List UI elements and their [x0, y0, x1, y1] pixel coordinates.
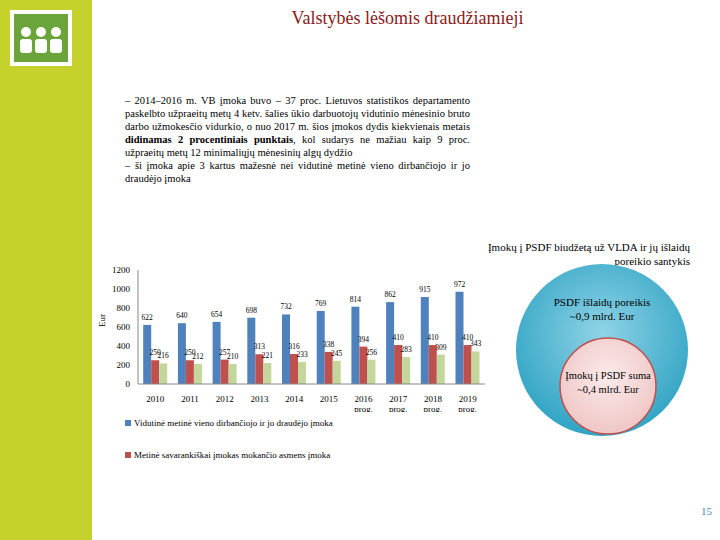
html-text:didinamas 2 procentiniais punk: didinamas 2 procentiniais punktais, kol … [125, 134, 470, 158]
svg-text:257: 257 [219, 347, 231, 357]
svg-text:283: 283 [400, 345, 412, 354]
svg-text:1000: 1000 [112, 284, 131, 294]
svg-text:200: 200 [117, 360, 131, 370]
svg-text:698: 698 [246, 306, 258, 315]
svg-text:732: 732 [280, 302, 292, 311]
svg-text:2019prog.: 2019prog. [458, 394, 477, 412]
svg-text:316: 316 [288, 342, 300, 351]
svg-text:862: 862 [384, 290, 396, 299]
svg-text:2014: 2014 [285, 394, 304, 404]
svg-text:0: 0 [126, 379, 131, 389]
svg-text:210: 210 [227, 352, 239, 361]
html-text:Valstybės lėšomis draudžiamiej: Valstybės lėšomis draudžiamieji [291, 8, 524, 28]
svg-text:309: 309 [435, 343, 447, 352]
svg-text:640: 640 [176, 311, 188, 320]
svg-text:~0,4 mlrd. Eur: ~0,4 mlrd. Eur [577, 384, 639, 395]
svg-text:622: 622 [142, 313, 154, 322]
svg-text:216: 216 [158, 351, 170, 360]
svg-text:~0,9 mlrd. Eur: ~0,9 mlrd. Eur [570, 310, 635, 322]
svg-text:2012: 2012 [216, 394, 234, 404]
svg-text:1200: 1200 [112, 265, 131, 275]
svg-text:250: 250 [149, 348, 161, 358]
svg-text:2011: 2011 [181, 394, 199, 404]
html-text:– ši įmoka apie 3 kartus mažes: – ši įmoka apie 3 kartus mažesnė nei vid… [125, 160, 470, 184]
svg-text:972: 972 [454, 280, 466, 289]
svg-text:2017prog.: 2017prog. [389, 394, 408, 412]
svg-text:2016prog.: 2016prog. [354, 394, 373, 412]
html-text:– 2014–2016 m. VB įmoka buvo –: – 2014–2016 m. VB įmoka buvo – 37 proc. … [125, 95, 470, 132]
svg-text:343: 343 [470, 339, 482, 348]
svg-text:2015: 2015 [320, 394, 339, 404]
svg-text:410: 410 [461, 333, 474, 342]
svg-text:769: 769 [315, 299, 327, 308]
html-text:15: 15 [701, 505, 712, 517]
svg-text:338: 338 [323, 340, 335, 349]
svg-text:PSDF išlaidų poreikis: PSDF išlaidų poreikis [554, 296, 651, 308]
svg-text:394: 394 [358, 335, 370, 344]
svg-text:250: 250 [184, 348, 196, 358]
svg-text:654: 654 [211, 310, 223, 319]
html-text:Metinė savarankiškai įmokas mo: Metinė savarankiškai įmokas mokančio asm… [134, 450, 331, 460]
svg-text:814: 814 [350, 295, 362, 304]
svg-text:600: 600 [117, 322, 131, 332]
svg-text:221: 221 [262, 351, 274, 360]
svg-text:2010: 2010 [146, 394, 165, 404]
html-text:Vidutinė metinė vieno dirbanči: Vidutinė metinė vieno dirbančiojo ir jo … [134, 418, 333, 428]
svg-text:245: 245 [331, 349, 343, 358]
svg-text:212: 212 [192, 352, 204, 361]
svg-text:2018prog.: 2018prog. [424, 394, 443, 412]
html-text:Įmokų į PSDF biudžetą už VLDA: Įmokų į PSDF biudžetą už VLDA ir jų išla… [487, 241, 690, 267]
svg-text:400: 400 [117, 341, 131, 351]
svg-text:313: 313 [254, 342, 266, 351]
svg-text:Eur: Eur [97, 314, 107, 327]
svg-text:256: 256 [366, 348, 378, 357]
svg-text:Įmokų į PSDF suma: Įmokų į PSDF suma [565, 370, 651, 381]
svg-text:410: 410 [427, 333, 439, 342]
svg-text:233: 233 [296, 350, 308, 359]
svg-text:915: 915 [419, 285, 431, 294]
svg-text:410: 410 [392, 333, 404, 342]
svg-text:800: 800 [117, 303, 131, 313]
svg-text:2013: 2013 [250, 394, 269, 404]
